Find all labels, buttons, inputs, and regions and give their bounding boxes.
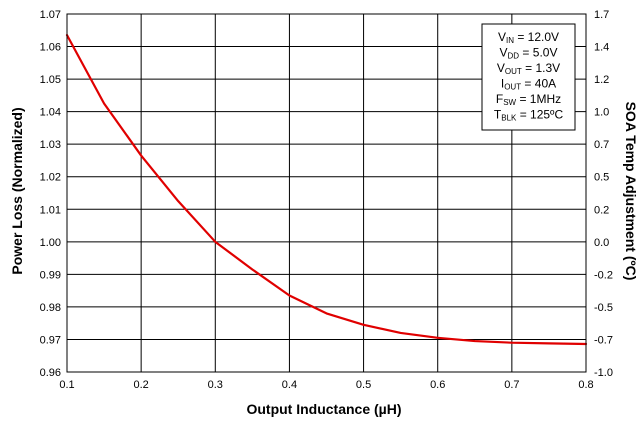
legend-line: FSW = 1MHz	[496, 92, 561, 107]
grid	[66, 13, 587, 373]
series-layer	[65, 34, 588, 346]
y-tick-label: 1.03	[40, 139, 61, 151]
x-axis-title: Output Inductance (µH)	[246, 401, 401, 417]
y2-tick-label: -1.0	[594, 367, 613, 379]
y-tick-label: 0.97	[40, 334, 61, 346]
y-tick-label: 1.02	[40, 172, 61, 184]
x-tick-label: 0.5	[356, 379, 371, 391]
y-tick-label: 0.98	[40, 302, 61, 314]
y2-tick-label: 1.2	[594, 74, 609, 86]
y2-tick-label: 0.0	[594, 237, 609, 249]
y2-tick-label: 1.7	[594, 9, 609, 21]
x-tick-label: 0.3	[208, 379, 223, 391]
tick-labels: 0.1 0.2 0.3 0.4 0.5 0.6 0.7 0.8 0.96 -1.0 0.97 -0.7…	[40, 9, 613, 391]
y2-tick-label: 1.4	[594, 42, 609, 54]
legend-frame	[481, 23, 576, 131]
y-tick-label: 0.99	[40, 269, 61, 281]
legend-line: VIN = 12.0V	[498, 30, 559, 45]
legend-line: VOUT = 1.3V	[497, 61, 560, 76]
x-tick-label: 0.1	[59, 379, 74, 391]
legend-line: VDD = 5.0V	[500, 46, 558, 61]
y-tick-label: 1.04	[40, 107, 61, 119]
y2-tick-label: -0.5	[594, 302, 613, 314]
plot-frame	[66, 13, 587, 373]
legend-line: TBLK = 125ºC	[494, 108, 564, 123]
y-tick-label: 0.96	[40, 367, 61, 379]
y2-tick-label: -0.7	[594, 334, 613, 346]
x-tick-label: 0.8	[578, 379, 593, 391]
y-axis-title: Power Loss (Normalized)	[9, 107, 25, 274]
y2-tick-label: -0.2	[594, 269, 613, 281]
x-tick-label: 0.6	[430, 379, 445, 391]
x-tick-label: 0.2	[133, 379, 148, 391]
y2-tick-label: 0.7	[594, 139, 609, 151]
y2-tick-label: 1.0	[594, 107, 609, 119]
legend-line: IOUT = 40A	[501, 77, 556, 92]
y2-tick-label: 0.5	[594, 172, 609, 184]
y-tick-label: 1.01	[40, 204, 61, 216]
y-tick-label: 1.05	[40, 74, 61, 86]
y-tick-label: 1.07	[40, 9, 61, 21]
power-loss-line	[65, 34, 588, 346]
y-tick-label: 1.06	[40, 42, 61, 54]
y2-axis-title: SOA Temp Adjustment (ºC)	[623, 102, 639, 281]
y2-tick-label: 0.2	[594, 204, 609, 216]
x-tick-label: 0.4	[282, 379, 297, 391]
x-tick-label: 0.7	[504, 379, 519, 391]
y-tick-label: 1.00	[40, 237, 61, 249]
